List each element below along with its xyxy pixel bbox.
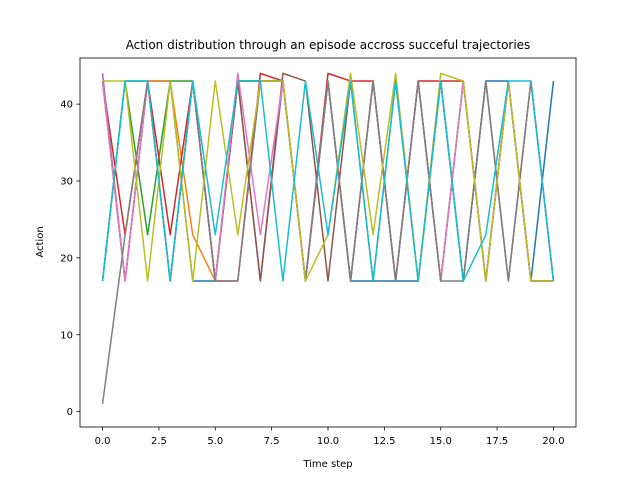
y-axis-label: Action	[35, 226, 46, 257]
x-axis-label: Time step	[302, 459, 352, 470]
x-tick-label: 17.5	[486, 436, 508, 447]
chart-title: Action distribution through an episode a…	[126, 38, 531, 52]
y-tick-label: 10	[60, 330, 73, 341]
series-layer	[101, 72, 555, 405]
series-line-10	[101, 80, 555, 282]
x-tick-label: 20.0	[542, 436, 564, 447]
y-tick-label: 20	[60, 253, 73, 264]
y-tick-label: 0	[67, 407, 73, 418]
y-tick-label: 40	[60, 100, 73, 111]
y-tick-label: 30	[60, 177, 73, 188]
x-tick-label: 5.0	[207, 436, 223, 447]
x-tick-label: 2.5	[151, 436, 167, 447]
x-tick-label: 10.0	[317, 436, 339, 447]
y-axis-ticks: 0 10 20 30 40	[60, 100, 80, 418]
x-tick-label: 7.5	[264, 436, 280, 447]
x-tick-label: 0.0	[95, 436, 111, 447]
x-tick-label: 12.5	[373, 436, 395, 447]
x-tick-label: 15.0	[430, 436, 452, 447]
x-axis-ticks: 0.0 2.5 5.0 7.5 10.0 12.5 15.0 17.5 20.0	[95, 427, 565, 447]
